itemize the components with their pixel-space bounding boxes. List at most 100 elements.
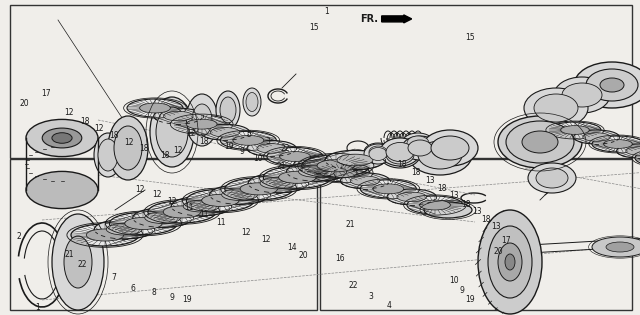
Ellipse shape <box>163 206 200 218</box>
Ellipse shape <box>528 163 576 193</box>
Ellipse shape <box>407 196 463 214</box>
Ellipse shape <box>216 91 240 129</box>
Ellipse shape <box>287 162 346 181</box>
Ellipse shape <box>423 132 473 164</box>
Ellipse shape <box>420 200 451 210</box>
Text: 12: 12 <box>167 197 176 206</box>
Ellipse shape <box>257 144 287 153</box>
Text: 9: 9 <box>169 293 174 301</box>
Ellipse shape <box>364 144 392 164</box>
Text: 20: 20 <box>298 251 308 260</box>
Ellipse shape <box>317 160 355 172</box>
Text: 18: 18 <box>397 160 406 169</box>
Ellipse shape <box>561 126 589 135</box>
Text: 1: 1 <box>324 8 329 16</box>
Ellipse shape <box>325 150 385 170</box>
Bar <box>10 5 632 158</box>
Ellipse shape <box>402 136 438 160</box>
Ellipse shape <box>52 133 72 143</box>
Text: 12: 12 <box>65 108 74 117</box>
Text: 11: 11 <box>184 203 193 212</box>
Text: 12: 12 <box>186 129 195 138</box>
Ellipse shape <box>600 78 624 92</box>
Ellipse shape <box>94 133 122 177</box>
Ellipse shape <box>210 185 269 204</box>
Ellipse shape <box>408 135 472 175</box>
Ellipse shape <box>172 197 231 216</box>
Text: 13: 13 <box>449 192 460 200</box>
Text: 18: 18 <box>161 152 170 160</box>
Text: 19: 19 <box>182 295 192 304</box>
Ellipse shape <box>408 140 432 156</box>
Ellipse shape <box>114 126 142 170</box>
Ellipse shape <box>402 133 434 153</box>
Text: 9: 9 <box>460 286 465 295</box>
Text: 5: 5 <box>246 130 251 139</box>
Ellipse shape <box>263 166 332 188</box>
Ellipse shape <box>314 164 370 182</box>
Ellipse shape <box>407 136 429 150</box>
Text: 18: 18 <box>140 144 148 153</box>
Ellipse shape <box>140 103 170 113</box>
Ellipse shape <box>498 116 582 168</box>
Ellipse shape <box>294 157 343 173</box>
Ellipse shape <box>387 189 436 205</box>
Text: 18: 18 <box>109 131 118 140</box>
Text: 12: 12 <box>261 235 270 244</box>
Ellipse shape <box>267 147 323 165</box>
Ellipse shape <box>220 97 236 123</box>
Text: 1: 1 <box>35 303 40 312</box>
Ellipse shape <box>592 136 640 152</box>
Text: 13: 13 <box>472 207 482 215</box>
Ellipse shape <box>125 217 162 230</box>
Text: 15: 15 <box>465 33 476 42</box>
Ellipse shape <box>431 137 465 159</box>
Ellipse shape <box>71 224 139 246</box>
Ellipse shape <box>524 88 588 128</box>
Ellipse shape <box>604 140 632 148</box>
Text: 19: 19 <box>224 142 234 151</box>
Ellipse shape <box>498 243 522 281</box>
Ellipse shape <box>98 139 118 171</box>
Ellipse shape <box>243 88 261 116</box>
Ellipse shape <box>164 111 193 121</box>
Ellipse shape <box>26 171 98 209</box>
Ellipse shape <box>192 104 212 136</box>
Ellipse shape <box>350 176 380 186</box>
Text: 21: 21 <box>346 220 355 229</box>
Ellipse shape <box>431 136 469 160</box>
Ellipse shape <box>606 242 634 252</box>
Ellipse shape <box>536 168 568 188</box>
Ellipse shape <box>386 142 414 162</box>
Ellipse shape <box>150 97 194 167</box>
Ellipse shape <box>186 189 254 211</box>
Text: 12: 12 <box>173 146 182 155</box>
Text: 14: 14 <box>287 243 297 252</box>
Text: 10: 10 <box>449 277 460 285</box>
Text: 9: 9 <box>239 147 244 156</box>
Ellipse shape <box>424 202 472 218</box>
Ellipse shape <box>573 130 620 144</box>
Text: 18: 18 <box>412 168 420 177</box>
FancyArrow shape <box>381 15 412 23</box>
Text: 22: 22 <box>77 260 86 269</box>
Ellipse shape <box>616 144 640 158</box>
Ellipse shape <box>109 212 177 234</box>
Ellipse shape <box>534 94 578 122</box>
Ellipse shape <box>635 150 640 166</box>
Text: 12: 12 <box>125 138 134 147</box>
Ellipse shape <box>369 146 387 158</box>
Text: 20: 20 <box>493 247 503 256</box>
Ellipse shape <box>340 173 390 189</box>
Ellipse shape <box>154 108 203 124</box>
Ellipse shape <box>173 115 230 133</box>
Ellipse shape <box>225 178 293 200</box>
Ellipse shape <box>397 192 426 202</box>
Text: 13: 13 <box>425 176 435 185</box>
Ellipse shape <box>132 208 193 227</box>
Text: 22: 22 <box>280 144 289 152</box>
Text: 12: 12 <box>152 190 161 199</box>
Text: 3: 3 <box>265 137 270 146</box>
Ellipse shape <box>42 128 82 148</box>
Text: 18: 18 <box>461 200 470 209</box>
